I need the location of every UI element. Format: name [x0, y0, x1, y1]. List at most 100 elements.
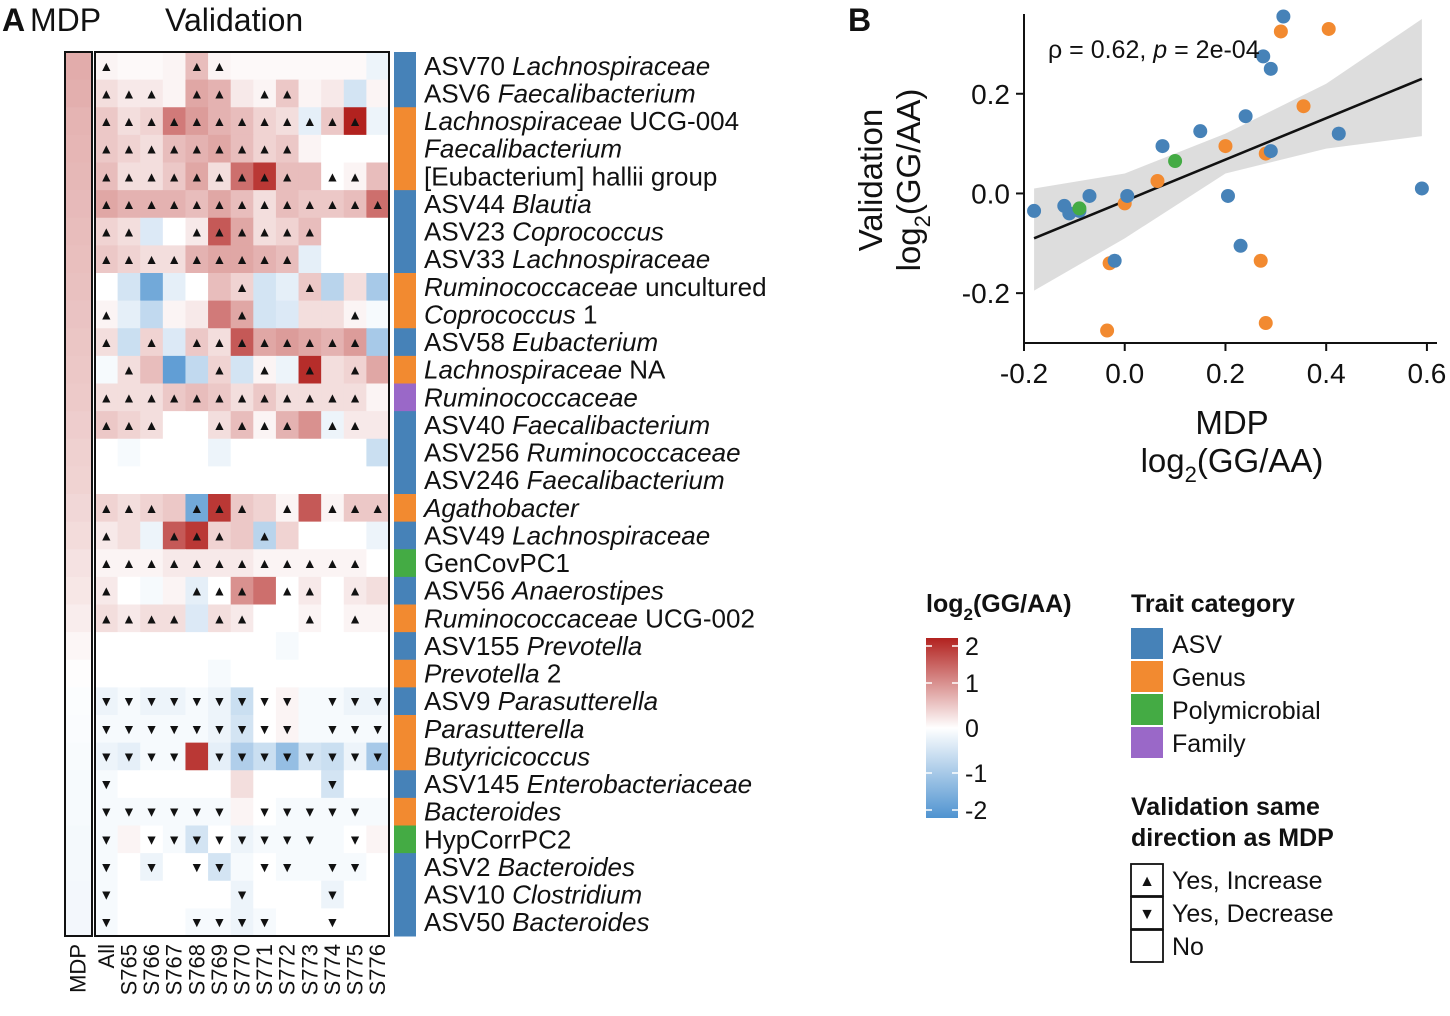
decrease-marker: ▼	[122, 748, 136, 764]
heatmap-cell	[162, 245, 186, 274]
increase-marker: ▲	[190, 224, 204, 240]
increase-marker: ▲	[145, 555, 159, 571]
decrease-marker: ▼	[235, 748, 249, 764]
decrease-marker: ▼	[258, 693, 272, 709]
heatmap-cell	[140, 770, 164, 799]
heatmap-cell	[230, 355, 254, 384]
heatmap-cell	[298, 438, 322, 467]
mdp-cell	[65, 190, 92, 219]
increase-marker: ▲	[235, 279, 249, 295]
heatmap-cell	[208, 217, 232, 246]
heatmap-cell	[95, 107, 119, 136]
mdp-cell	[65, 521, 92, 550]
heatmap-cell	[298, 300, 322, 329]
heatmap-cell	[185, 107, 209, 136]
increase-marker: ▲	[280, 85, 294, 101]
increase-marker: ▲	[258, 141, 272, 157]
heatmap-cell	[298, 908, 322, 937]
validation-direction-markers: ▲ ▲ ▲ ▲ ▲ ▲ ▲ ▲ ▲ ▲ ▲ ▲ ▲ ▲ ▲ ▲ ▲ ▲ ▲ ▲ ▲ ▲ ▲ ▲ ▲ ▲ ▲ ▲ ▲ ▲ ▲ ▲ ▲ ▲ ▲ ▲ ▲ ▲ ▲ ▲…	[99, 58, 384, 930]
direction-legend-symbol: ▼	[1139, 906, 1155, 923]
increase-marker: ▲	[348, 168, 362, 184]
column-label-group: S769	[207, 944, 232, 995]
mdp-cell	[65, 355, 92, 385]
category-strip-cell	[394, 549, 416, 578]
heatmap-cell	[185, 217, 209, 246]
heatmap-cell	[275, 52, 300, 81]
column-label: S771	[252, 944, 277, 995]
increase-marker: ▲	[258, 334, 272, 350]
heatmap-cell	[162, 217, 186, 246]
increase-marker: ▲	[280, 334, 294, 350]
heatmap-cell	[208, 825, 232, 854]
heatmap-cell	[298, 576, 322, 605]
heatmap-cell	[185, 853, 209, 882]
heatmap-cell	[230, 217, 254, 246]
increase-marker: ▲	[348, 583, 362, 599]
heatmap-cell	[253, 687, 277, 716]
trait-legend-swatch	[1131, 727, 1163, 758]
heatmap-cell	[343, 190, 367, 219]
heatmap-cell	[208, 742, 232, 771]
heatmap-cell	[321, 383, 345, 412]
direction-legend-title-line2: direction as MDP	[1131, 824, 1334, 852]
heatmap-cell	[343, 797, 367, 826]
column-label-group: All	[94, 944, 119, 968]
heatmap-cell	[185, 494, 209, 523]
increase-marker: ▲	[280, 224, 294, 240]
heatmap-cell	[343, 880, 367, 909]
heatmap-cell	[185, 687, 209, 716]
heatmap-cell	[185, 770, 209, 799]
heatmap-cell	[298, 79, 322, 108]
heatmap-cell	[230, 604, 254, 633]
increase-marker: ▲	[258, 196, 272, 212]
increase-marker: ▲	[190, 555, 204, 571]
scatter-point	[1331, 126, 1346, 141]
category-strip-cell	[394, 494, 416, 523]
decrease-marker: ▼	[145, 748, 159, 764]
scatter-point	[1258, 316, 1273, 331]
heatmap-cell	[321, 576, 345, 605]
heatmap-cell	[185, 880, 209, 909]
heatmap-cell	[366, 52, 390, 81]
heatmap-cell	[208, 328, 232, 357]
heatmap-cell	[366, 466, 390, 495]
increase-marker: ▲	[235, 196, 249, 212]
increase-marker: ▲	[235, 555, 249, 571]
row-label: ASV49 Lachnospiraceae	[424, 520, 710, 550]
increase-marker: ▲	[99, 417, 113, 433]
mdp-cell	[65, 604, 92, 633]
heatmap-cell	[117, 190, 141, 219]
category-strip-cell	[394, 107, 416, 136]
increase-marker: ▲	[167, 610, 181, 626]
heatmap-cell	[321, 825, 345, 854]
heatmap-cell	[140, 107, 164, 136]
heatmap-cell	[298, 853, 322, 882]
heatmap-cell	[343, 494, 367, 523]
row-label: Ruminococcaceae uncultured	[424, 272, 767, 302]
heatmap-cell	[253, 52, 277, 81]
heatmap-cell	[366, 549, 390, 578]
heat-tick-label: -2	[965, 797, 987, 825]
heatmap-cell	[343, 245, 367, 274]
heatmap-cell	[95, 217, 119, 246]
decrease-marker: ▼	[280, 748, 294, 764]
mdp-cell	[65, 438, 92, 467]
column-label-group: S767	[162, 944, 187, 995]
heatmap-cell	[275, 466, 300, 495]
heatmap-cell	[95, 245, 119, 274]
heatmap-cell	[185, 438, 209, 467]
heatmap-cell	[343, 107, 367, 136]
heatmap-cell	[208, 632, 232, 661]
heatmap-cell	[208, 604, 232, 633]
heatmap-cell	[140, 52, 164, 81]
heatmap-cell	[230, 494, 254, 523]
heat-tick-label: -1	[965, 760, 987, 788]
column-label: S769	[207, 944, 232, 995]
heatmap-cell	[343, 549, 367, 578]
regression-line	[1033, 77, 1423, 240]
increase-marker: ▲	[303, 224, 317, 240]
increase-marker: ▲	[258, 417, 272, 433]
heatmap-cell	[185, 604, 209, 633]
column-label-group: S768	[184, 944, 209, 995]
decrease-marker: ▼	[348, 831, 362, 847]
